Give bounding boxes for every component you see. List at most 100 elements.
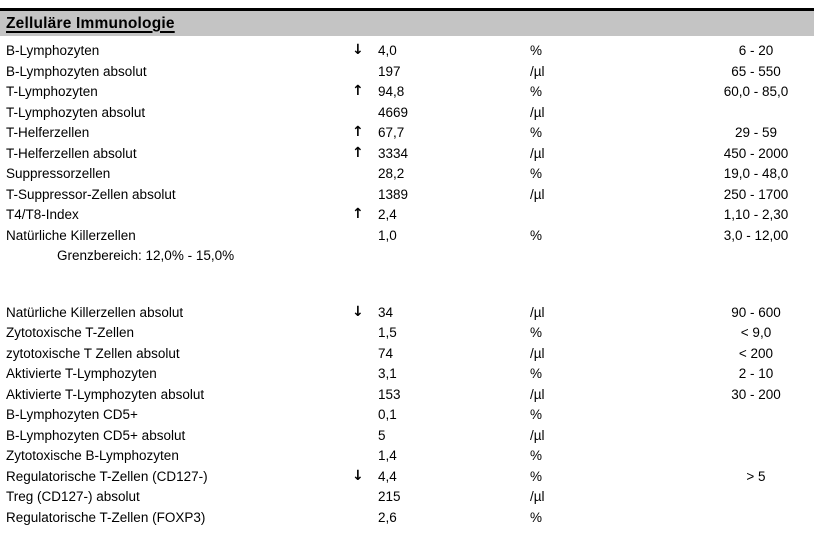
result-unit: % — [530, 43, 543, 58]
result-value: 67,7 — [378, 125, 405, 140]
row-label: Natürliche Killerzellen — [6, 227, 136, 243]
result-unit: /µl — [530, 145, 545, 161]
table-row: zytotoxische T Zellen absolut 74 /µl < 2… — [0, 344, 814, 365]
row-label: T-Helferzellen — [6, 125, 90, 140]
row-label: T-Helferzellen absolut — [6, 145, 137, 161]
row-label: Regulatorische T-Zellen (FOXP3) — [6, 509, 206, 525]
row-label: Aktivierte T-Lymphozyten — [6, 366, 157, 381]
result-unit: % — [530, 407, 543, 422]
table-row: Grenzbereich: 12,0% - 15,0% — [0, 246, 814, 267]
result-unit: /µl — [530, 489, 545, 504]
table-row: T-Suppressor-Zellen absolut 1389 /µl 250… — [0, 185, 814, 206]
reference-range: 2 - 10 — [738, 366, 774, 381]
table-row: Regulatorische T-Zellen (FOXP3) 2,6 % — [0, 508, 814, 529]
table-row: T-Lymphozyten ↑ 94,8 % 60,0 - 85,0 — [0, 82, 814, 103]
table-row: T-Helferzellen ↑ 67,7 % 29 - 59 — [0, 123, 814, 144]
reference-range: 29 - 59 — [734, 125, 778, 140]
result-unit: % — [530, 84, 543, 99]
table-row: Treg (CD127-) absolut 215 /µl — [0, 487, 814, 508]
result-value: 5 — [378, 427, 386, 443]
table-row: B-Lymphozyten absolut 197 /µl 65 - 550 — [0, 62, 814, 83]
row-label: Suppressorzellen — [6, 166, 111, 181]
up-arrow-icon: ↑ — [352, 206, 364, 222]
result-unit: /µl — [530, 386, 545, 402]
row-label: Zytotoxische T-Zellen — [6, 325, 135, 340]
result-value: 3334 — [378, 145, 409, 161]
result-unit: /µl — [530, 345, 545, 361]
table-row: Natürliche Killerzellen absolut ↓ 34 /µl… — [0, 303, 814, 324]
result-value: 1,0 — [378, 227, 397, 243]
row-label: zytotoxische T Zellen absolut — [6, 345, 180, 361]
block-spacer — [0, 267, 814, 303]
table-row: B-Lymphozyten ↓ 4,0 % 6 - 20 — [0, 41, 814, 62]
row-label: B-Lymphozyten CD5+ absolut — [6, 427, 186, 443]
result-value: 1389 — [378, 186, 409, 202]
result-value: 0,1 — [378, 407, 397, 422]
results-table: B-Lymphozyten ↓ 4,0 % 6 - 20 B-Lymphozyt… — [0, 41, 814, 528]
table-row: Zytotoxische T-Zellen 1,5 % < 9,0 — [0, 323, 814, 344]
result-unit: % — [530, 166, 543, 181]
result-unit: /µl — [530, 186, 545, 202]
reference-range: 19,0 - 48,0 — [723, 166, 789, 181]
result-value: 3,1 — [378, 366, 397, 381]
reference-range: 65 - 550 — [731, 63, 781, 79]
down-arrow-icon: ↓ — [352, 303, 364, 320]
up-arrow-icon: ↑ — [352, 83, 364, 99]
table-row: B-Lymphozyten CD5+ 0,1 % — [0, 405, 814, 426]
reference-range: < 200 — [738, 345, 774, 361]
section-top-rule — [0, 8, 814, 11]
result-unit: % — [530, 509, 543, 525]
result-value: 2,4 — [378, 207, 397, 222]
row-label: Zytotoxische B-Lymphozyten — [6, 448, 179, 463]
result-unit: % — [530, 325, 543, 340]
table-row: T-Helferzellen absolut ↑ 3334 /µl 450 - … — [0, 144, 814, 165]
reference-range: 6 - 20 — [738, 43, 774, 58]
result-unit: % — [530, 468, 543, 484]
row-label: B-Lymphozyten absolut — [6, 63, 147, 79]
row-label: T-Lymphozyten absolut — [6, 104, 146, 120]
row-label: Regulatorische T-Zellen (CD127-) — [6, 468, 208, 484]
result-value: 4,0 — [378, 43, 397, 58]
result-unit: % — [530, 448, 543, 463]
result-value: 74 — [378, 345, 394, 361]
result-value: 28,2 — [378, 166, 405, 181]
reference-range: 250 - 1700 — [723, 186, 789, 202]
reference-range: < 9,0 — [740, 325, 772, 340]
table-row: Aktivierte T-Lymphozyten 3,1 % 2 - 10 — [0, 364, 814, 385]
table-row: Natürliche Killerzellen 1,0 % 3,0 - 12,0… — [0, 226, 814, 247]
reference-range: 1,10 - 2,30 — [723, 207, 789, 222]
result-unit: % — [530, 227, 543, 243]
row-label: Grenzbereich: 12,0% - 15,0% — [57, 248, 235, 263]
result-value: 1,5 — [378, 325, 397, 340]
section-header-band: Zelluläre Immunologie — [0, 11, 814, 36]
reference-range: 3,0 - 12,00 — [723, 227, 789, 243]
result-value: 94,8 — [378, 84, 405, 99]
table-row: Suppressorzellen 28,2 % 19,0 - 48,0 — [0, 164, 814, 185]
result-value: 4,4 — [378, 468, 397, 484]
result-value: 4669 — [378, 104, 409, 120]
up-arrow-icon: ↑ — [352, 124, 364, 140]
row-label: B-Lymphozyten — [6, 43, 100, 58]
up-arrow-icon: ↑ — [352, 144, 364, 161]
result-value: 34 — [378, 304, 394, 320]
section-title: Zelluläre Immunologie — [6, 14, 175, 32]
table-row: T4/T8-Index ↑ 2,4 1,10 - 2,30 — [0, 205, 814, 226]
row-label: T4/T8-Index — [6, 207, 79, 222]
reference-range: 450 - 2000 — [723, 145, 789, 161]
down-arrow-icon: ↓ — [352, 467, 364, 484]
result-value: 215 — [378, 489, 401, 504]
row-label: Aktivierte T-Lymphozyten absolut — [6, 386, 205, 402]
result-unit: /µl — [530, 427, 545, 443]
table-row: B-Lymphozyten CD5+ absolut 5 /µl — [0, 426, 814, 447]
result-unit: /µl — [530, 104, 545, 120]
result-value: 153 — [378, 386, 401, 402]
row-label: T-Suppressor-Zellen absolut — [6, 186, 176, 202]
result-value: 1,4 — [378, 448, 397, 463]
down-arrow-icon: ↓ — [352, 42, 364, 58]
row-label: T-Lymphozyten — [6, 84, 98, 99]
reference-range: 30 - 200 — [731, 386, 781, 402]
table-row: Regulatorische T-Zellen (CD127-) ↓ 4,4 %… — [0, 467, 814, 488]
row-label: Treg (CD127-) absolut — [6, 489, 140, 504]
table-row: T-Lymphozyten absolut 4669 /µl — [0, 103, 814, 124]
